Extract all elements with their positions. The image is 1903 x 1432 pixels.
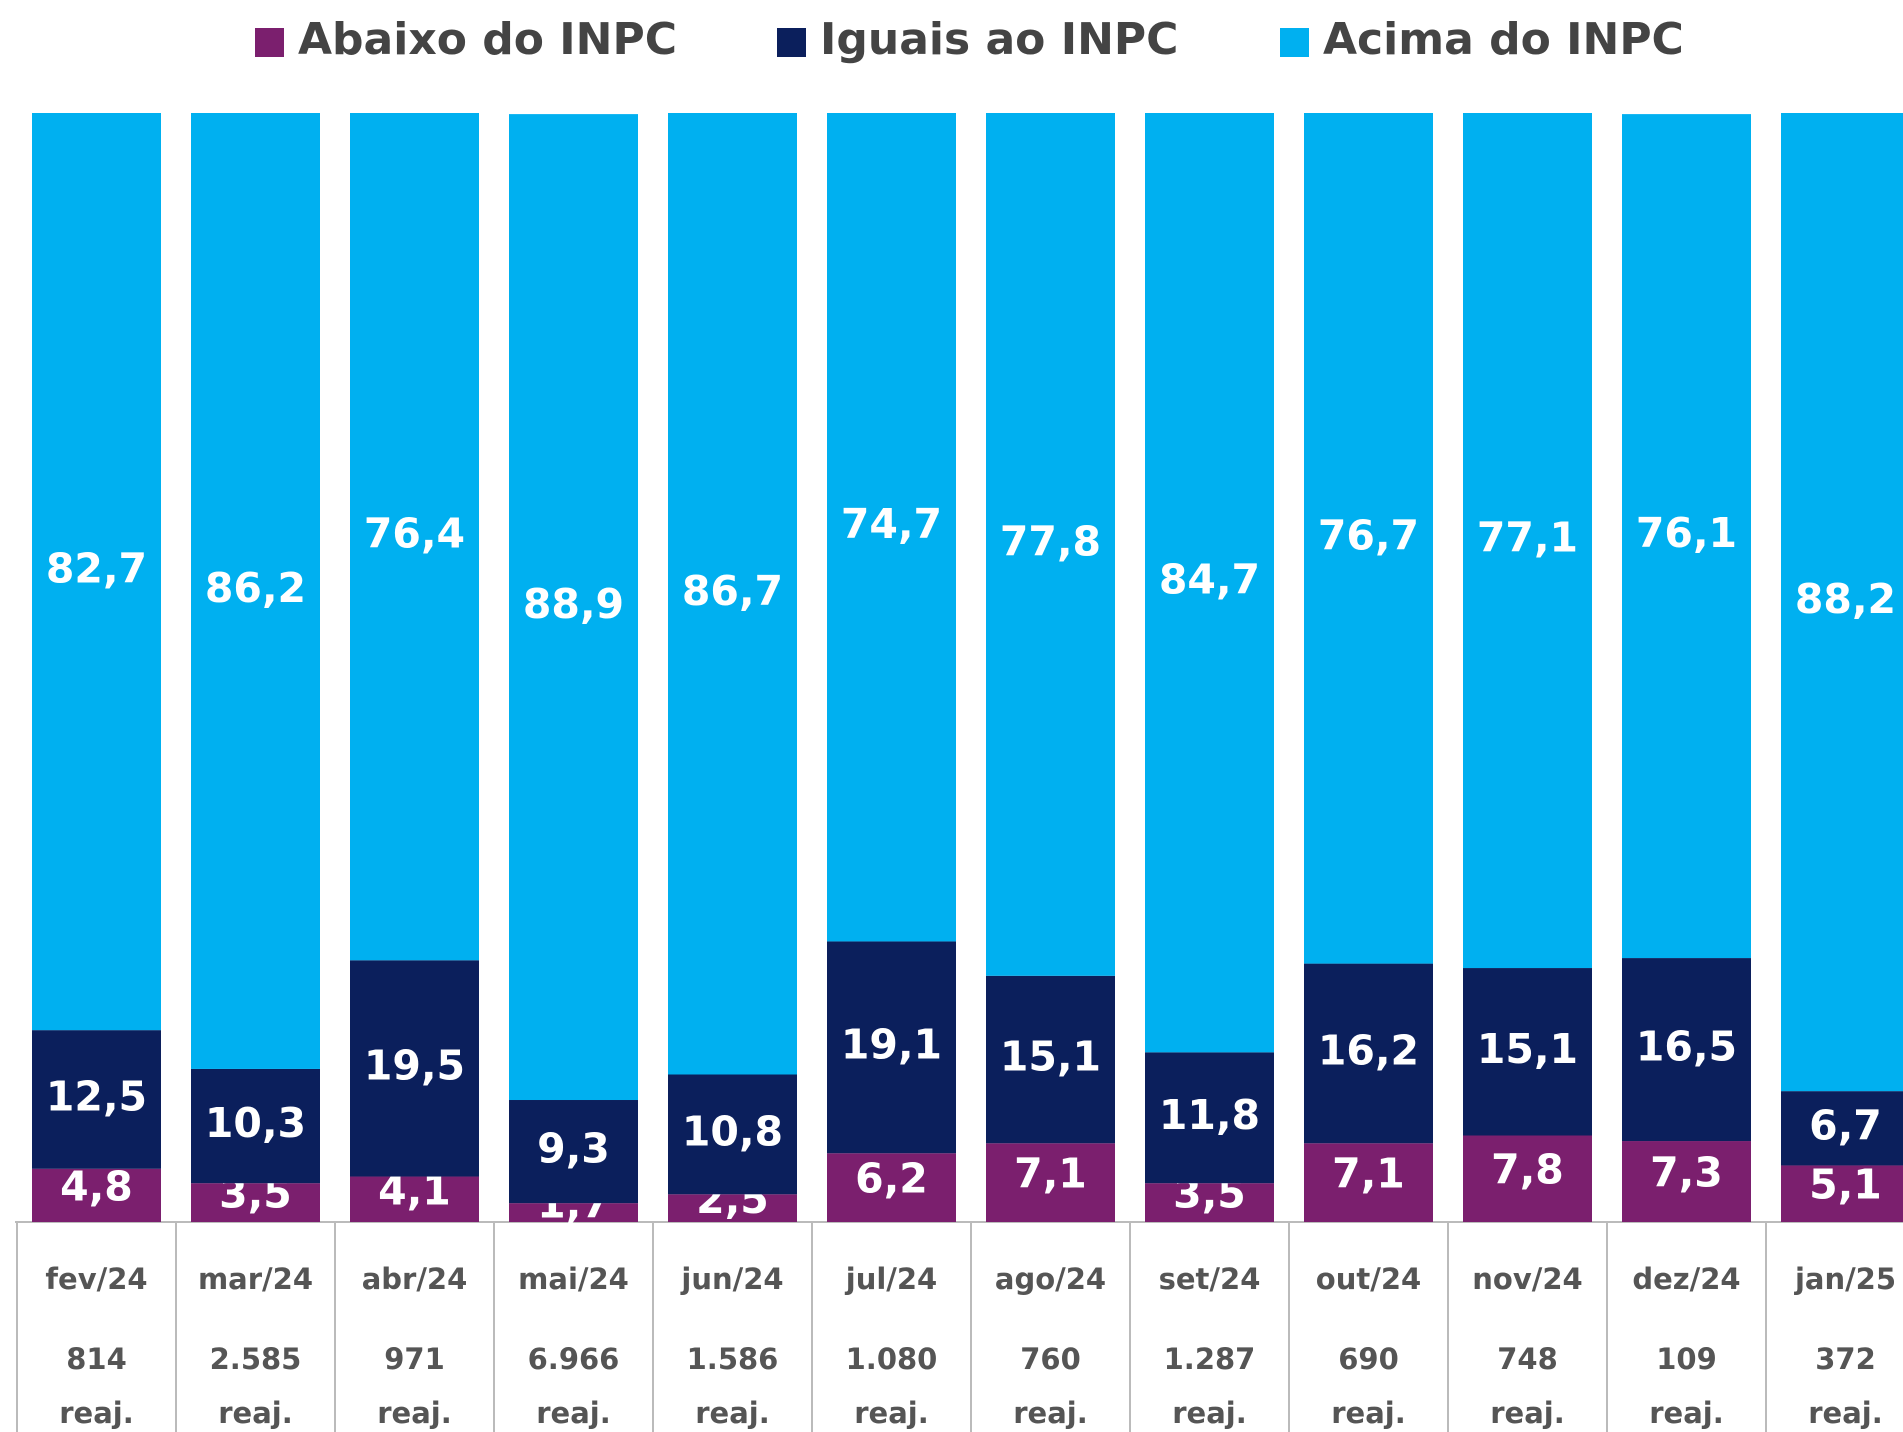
data-label: 86,2: [205, 564, 306, 612]
bar-segment: [191, 1183, 320, 1222]
data-label: 19,5: [364, 1041, 465, 1089]
bar-segment: [986, 975, 1115, 1144]
bar-segment: [509, 1100, 638, 1204]
bar-segment: [827, 1153, 956, 1222]
bar-segment: [1304, 963, 1433, 1144]
data-label: 12,5: [46, 1072, 147, 1120]
data-label: 76,4: [364, 510, 465, 558]
data-label: 7,1: [1332, 1150, 1405, 1198]
bar-segment: [350, 1176, 479, 1222]
legend-label: Abaixo do INPC: [298, 14, 677, 65]
data-label: 4,8: [60, 1162, 133, 1210]
x-sublabel: 372 reaj.: [1808, 1342, 1883, 1430]
x-tick-label: mar/24: [197, 1262, 314, 1296]
legend-label: Iguais ao INPC: [820, 14, 1178, 65]
x-sublabel: 760 reaj.: [1013, 1342, 1088, 1430]
x-tick-label: mai/24: [518, 1262, 629, 1296]
legend-label: Acima do INPC: [1323, 14, 1684, 65]
x-sublabel: 1.586 reaj.: [686, 1342, 779, 1430]
data-label: 7,3: [1650, 1149, 1723, 1197]
bar-segment: [1622, 114, 1751, 959]
data-label: 7,1: [1014, 1150, 1087, 1198]
data-label: 76,7: [1318, 511, 1419, 559]
data-label: 7,8: [1491, 1146, 1564, 1194]
bar-segment: [350, 113, 479, 961]
bar-segment: [668, 113, 797, 1075]
bar-segment: [32, 1168, 161, 1222]
legend-swatch: [1280, 28, 1309, 57]
data-label: 82,7: [46, 545, 147, 593]
x-tick-label: out/24: [1315, 1262, 1422, 1296]
bar-segment: [1622, 1141, 1751, 1222]
bar-segment: [32, 1030, 161, 1169]
data-label: 74,7: [841, 500, 942, 548]
bar-segment: [1304, 113, 1433, 964]
bar-segment: [1781, 113, 1903, 1092]
x-tick-label: dez/24: [1632, 1262, 1741, 1296]
bar-segment: [1304, 1143, 1433, 1222]
bar-segment: [827, 941, 956, 1154]
bar-segment: [191, 113, 320, 1069]
data-label: 16,2: [1318, 1026, 1419, 1074]
data-label: 88,2: [1795, 575, 1896, 623]
bar-segment: [1622, 958, 1751, 1142]
data-label: 15,1: [1000, 1033, 1101, 1081]
bar-segment: [1463, 1135, 1592, 1222]
data-label: 6,2: [855, 1155, 928, 1203]
bar-segment: [1463, 968, 1592, 1136]
bar-segment: [1463, 113, 1592, 969]
bar-segment: [986, 1143, 1115, 1222]
x-tick-label: jul/24: [845, 1262, 938, 1296]
data-label: 86,7: [682, 567, 783, 615]
x-sublabel: 814 reaj.: [59, 1342, 134, 1430]
x-tick-label: jan/25: [1794, 1262, 1897, 1296]
x-tick-label: jun/24: [681, 1262, 784, 1296]
data-label: 19,1: [841, 1020, 942, 1068]
x-sublabel: 690 reaj.: [1331, 1342, 1406, 1430]
bar-segment: [350, 960, 479, 1177]
x-tick-label: nov/24: [1472, 1262, 1583, 1296]
bar-segment: [509, 1203, 638, 1222]
data-label: 5,1: [1809, 1161, 1882, 1209]
x-sublabel: 109 reaj.: [1649, 1342, 1724, 1430]
bar-segment: [668, 1194, 797, 1222]
legend-swatch: [255, 28, 284, 57]
bar-segment: [32, 113, 161, 1031]
bar-segment: [827, 113, 956, 942]
x-tick-label: set/24: [1158, 1262, 1261, 1296]
data-label: 15,1: [1477, 1025, 1578, 1073]
x-tick-label: fev/24: [45, 1262, 148, 1296]
bar-segment: [509, 114, 638, 1101]
x-sublabel: 2.585 reaj.: [209, 1342, 302, 1430]
x-sublabel: 6.966 reaj.: [527, 1342, 620, 1430]
data-label: 16,5: [1636, 1023, 1737, 1071]
data-label: 77,8: [1000, 517, 1101, 565]
data-label: 6,7: [1809, 1101, 1882, 1149]
bar-segment: [1145, 1183, 1274, 1222]
bar-segment: [191, 1068, 320, 1184]
data-label: 84,7: [1159, 556, 1260, 604]
x-sublabel: 1.080 reaj.: [845, 1342, 938, 1430]
x-sublabel: 1.287 reaj.: [1163, 1342, 1256, 1430]
data-label: 77,1: [1477, 514, 1578, 562]
data-label: 10,8: [682, 1107, 783, 1155]
data-label: 9,3: [537, 1125, 610, 1173]
bar-segment: [1145, 113, 1274, 1053]
bar-segment: [1781, 1091, 1903, 1166]
bar-segment: [1781, 1165, 1903, 1222]
data-label: 11,8: [1159, 1091, 1260, 1139]
bar-segment: [1145, 1052, 1274, 1184]
x-tick-label: abr/24: [361, 1262, 468, 1296]
bar-segment: [986, 113, 1115, 976]
data-label: 88,9: [523, 580, 624, 628]
legend-swatch: [777, 28, 806, 57]
bar-segment: [668, 1074, 797, 1195]
data-label: 10,3: [205, 1099, 306, 1147]
x-sublabel: 748 reaj.: [1490, 1342, 1565, 1430]
x-sublabel: 971 reaj.: [377, 1342, 452, 1430]
data-label: 76,1: [1636, 509, 1737, 557]
x-tick-label: ago/24: [994, 1262, 1107, 1296]
